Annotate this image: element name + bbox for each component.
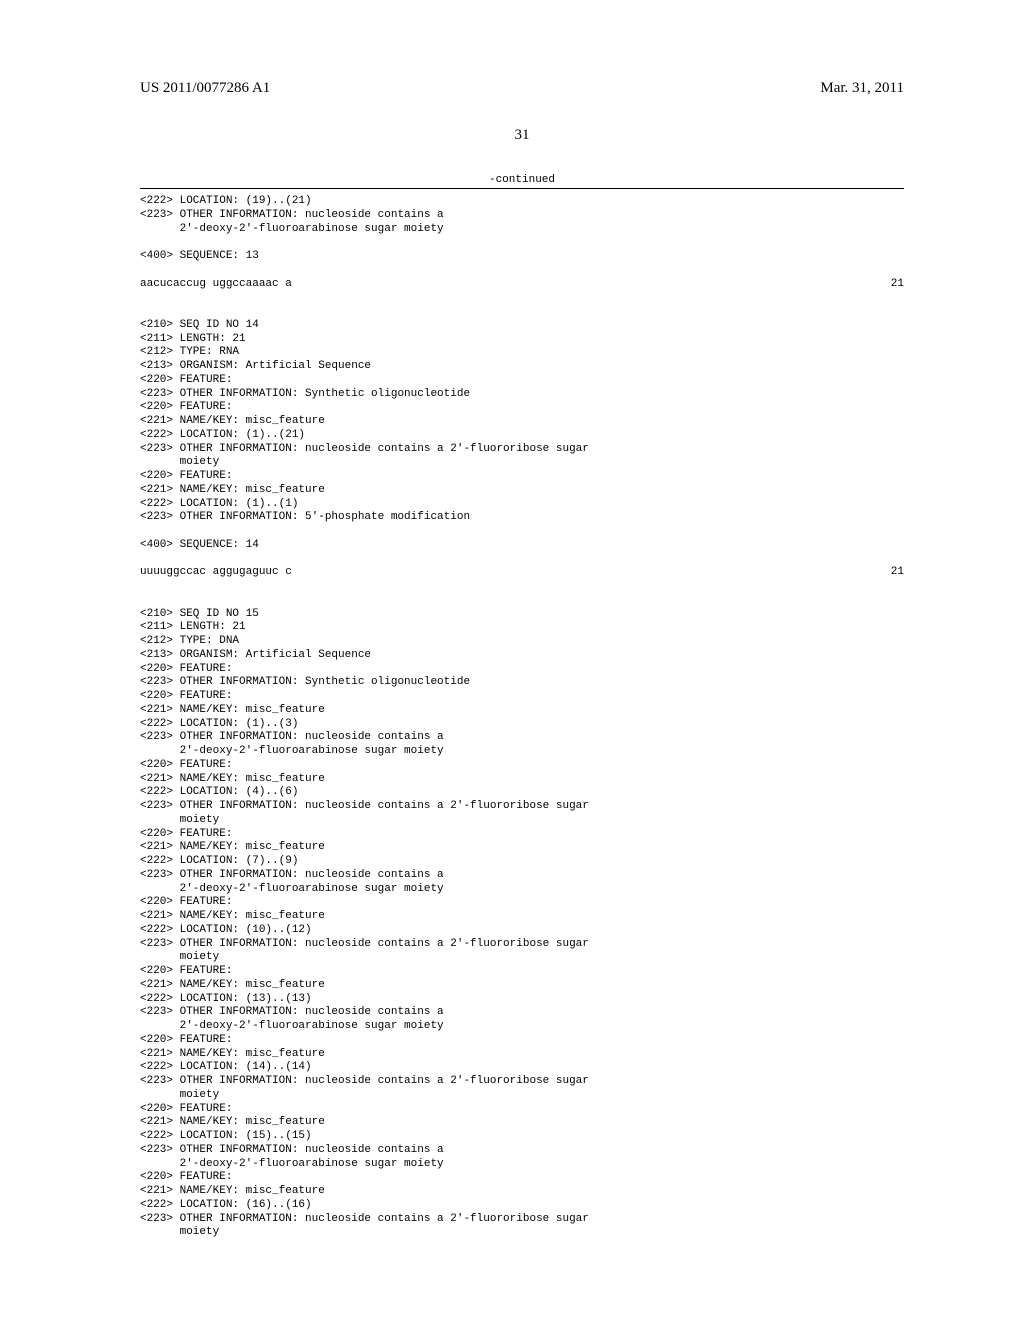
seq-line: <210> SEQ ID NO 15 (140, 608, 904, 622)
seq-line: <220> FEATURE: (140, 663, 904, 677)
seq-line: <223> OTHER INFORMATION: nucleoside cont… (140, 731, 904, 745)
seq-line (140, 525, 904, 539)
seq-line: <220> FEATURE: (140, 1103, 904, 1117)
seq-line: moiety (140, 951, 904, 965)
seq-line: <222> LOCATION: (10)..(12) (140, 924, 904, 938)
seq-line: <223> OTHER INFORMATION: nucleoside cont… (140, 800, 904, 814)
seq-line: <221> NAME/KEY: misc_feature (140, 704, 904, 718)
seq-line: <220> FEATURE: (140, 828, 904, 842)
seq-line: <223> OTHER INFORMATION: nucleoside cont… (140, 1213, 904, 1227)
seq-line: <221> NAME/KEY: misc_feature (140, 1185, 904, 1199)
publication-number: US 2011/0077286 A1 (140, 80, 270, 97)
seq-line: <221> NAME/KEY: misc_feature (140, 773, 904, 787)
seq-line: <223> OTHER INFORMATION: Synthetic oligo… (140, 388, 904, 402)
seq-line: <221> NAME/KEY: misc_feature (140, 1048, 904, 1062)
seq-line (140, 580, 904, 594)
seq-line (140, 305, 904, 319)
seq-line: <223> OTHER INFORMATION: nucleoside cont… (140, 869, 904, 883)
seq-line: <223> OTHER INFORMATION: nucleoside cont… (140, 938, 904, 952)
seq-line: <212> TYPE: RNA (140, 346, 904, 360)
seq-line: <220> FEATURE: (140, 759, 904, 773)
seq-line: <220> FEATURE: (140, 374, 904, 388)
seq-line: <220> FEATURE: (140, 690, 904, 704)
seq-line: <222> LOCATION: (13)..(13) (140, 993, 904, 1007)
seq-line: <220> FEATURE: (140, 1034, 904, 1048)
seq-line: <212> TYPE: DNA (140, 635, 904, 649)
seq-line (140, 264, 904, 278)
seq-line: <220> FEATURE: (140, 401, 904, 415)
seq-line: <221> NAME/KEY: misc_feature (140, 841, 904, 855)
seq-line: <221> NAME/KEY: misc_feature (140, 979, 904, 993)
patent-page: US 2011/0077286 A1 Mar. 31, 2011 31 -con… (0, 0, 1024, 1280)
sequence-text: aacucaccug uggccaaaac a (140, 278, 864, 292)
seq-line: <222> LOCATION: (7)..(9) (140, 855, 904, 869)
seq-line (140, 594, 904, 608)
publication-date: Mar. 31, 2011 (820, 80, 904, 97)
seq-line: moiety (140, 814, 904, 828)
divider-top (140, 188, 904, 189)
seq-line: <221> NAME/KEY: misc_feature (140, 415, 904, 429)
seq-line: <223> OTHER INFORMATION: nucleoside cont… (140, 1006, 904, 1020)
seq-line: 2'-deoxy-2'-fluoroarabinose sugar moiety (140, 883, 904, 897)
seq-line: <222> LOCATION: (4)..(6) (140, 786, 904, 800)
seq-line: <400> SEQUENCE: 14 (140, 539, 904, 553)
seq-line: <213> ORGANISM: Artificial Sequence (140, 360, 904, 374)
seq-line: 2'-deoxy-2'-fluoroarabinose sugar moiety (140, 1158, 904, 1172)
seq-line (140, 553, 904, 567)
seq-line: <211> LENGTH: 21 (140, 333, 904, 347)
seq-line: <222> LOCATION: (19)..(21) (140, 195, 904, 209)
seq-line: <221> NAME/KEY: misc_feature (140, 484, 904, 498)
seq-line: <222> LOCATION: (1)..(1) (140, 498, 904, 512)
seq-line: <223> OTHER INFORMATION: 5'-phosphate mo… (140, 511, 904, 525)
sequence-length: 21 (864, 278, 904, 292)
seq-line: <222> LOCATION: (1)..(3) (140, 718, 904, 732)
seq-line: <220> FEATURE: (140, 1171, 904, 1185)
sequence-text: uuuuggccac aggugaguuc c (140, 566, 864, 580)
seq-line: <400> SEQUENCE: 13 (140, 250, 904, 264)
seq-line: <220> FEATURE: (140, 896, 904, 910)
seq-line: <220> FEATURE: (140, 965, 904, 979)
sequence-row: aacucaccug uggccaaaac a21 (140, 278, 904, 292)
seq-line: 2'-deoxy-2'-fluoroarabinose sugar moiety (140, 745, 904, 759)
seq-line: <221> NAME/KEY: misc_feature (140, 910, 904, 924)
seq-line: <223> OTHER INFORMATION: Synthetic oligo… (140, 676, 904, 690)
seq-line (140, 236, 904, 250)
seq-line: <222> LOCATION: (14)..(14) (140, 1061, 904, 1075)
sequence-listing: <222> LOCATION: (19)..(21)<223> OTHER IN… (140, 195, 904, 1240)
seq-line: <222> LOCATION: (16)..(16) (140, 1199, 904, 1213)
seq-line: <223> OTHER INFORMATION: nucleoside cont… (140, 1144, 904, 1158)
seq-line: <210> SEQ ID NO 14 (140, 319, 904, 333)
seq-line: <220> FEATURE: (140, 470, 904, 484)
seq-line: 2'-deoxy-2'-fluoroarabinose sugar moiety (140, 223, 904, 237)
seq-line: 2'-deoxy-2'-fluoroarabinose sugar moiety (140, 1020, 904, 1034)
seq-line (140, 291, 904, 305)
sequence-row: uuuuggccac aggugaguuc c21 (140, 566, 904, 580)
seq-line: <223> OTHER INFORMATION: nucleoside cont… (140, 209, 904, 223)
seq-line: <221> NAME/KEY: misc_feature (140, 1116, 904, 1130)
sequence-length: 21 (864, 566, 904, 580)
seq-line: <223> OTHER INFORMATION: nucleoside cont… (140, 443, 904, 457)
seq-line: <222> LOCATION: (15)..(15) (140, 1130, 904, 1144)
seq-line: <213> ORGANISM: Artificial Sequence (140, 649, 904, 663)
continued-label: -continued (140, 174, 904, 186)
seq-line: <223> OTHER INFORMATION: nucleoside cont… (140, 1075, 904, 1089)
seq-line: moiety (140, 456, 904, 470)
seq-line: moiety (140, 1226, 904, 1240)
seq-line: <211> LENGTH: 21 (140, 621, 904, 635)
page-number: 31 (140, 127, 904, 144)
seq-line: <222> LOCATION: (1)..(21) (140, 429, 904, 443)
page-header: US 2011/0077286 A1 Mar. 31, 2011 (140, 80, 904, 97)
seq-line: moiety (140, 1089, 904, 1103)
